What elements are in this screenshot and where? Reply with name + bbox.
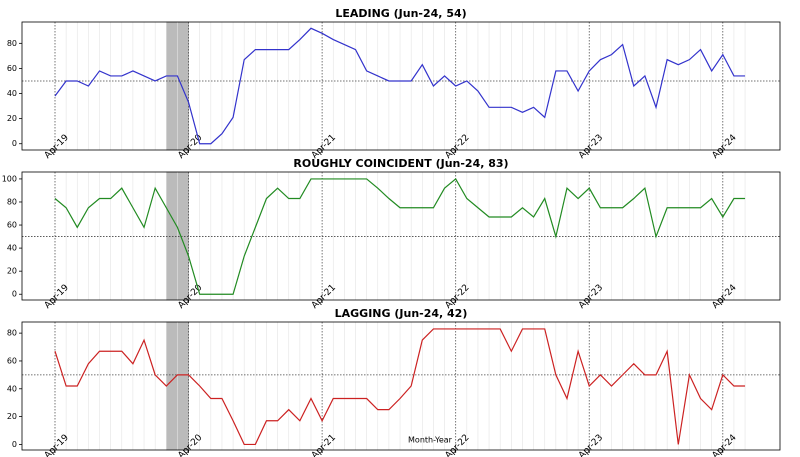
plot-frame [21,21,781,151]
y-tick-label: 60 [7,64,17,73]
x-tick-label: Apr-23 [577,133,605,161]
y-tick-label: 0 [12,139,17,148]
x-tick-label: Apr-23 [577,433,605,457]
plot-frame [21,171,781,301]
x-tick-label: Apr-24 [711,283,739,311]
y-tick-label: 0 [12,290,17,299]
x-tick-label: Apr-24 [711,433,739,457]
y-tick-label: 100 [2,174,17,183]
data-line [54,178,746,295]
y-tick-label: 60 [7,356,17,365]
x-tick-label: Apr-24 [711,133,739,161]
panel-title: ROUGHLY COINCIDENT (Jun-24, 83) [293,157,508,170]
x-tick-label: Apr-19 [43,133,71,161]
x-tick-label: Apr-23 [577,283,605,311]
x-tick-label: Apr-19 [43,433,71,457]
y-tick-label: 80 [7,197,17,206]
data-line [54,328,746,446]
x-tick-label: Apr-19 [43,283,71,311]
y-tick-label: 20 [7,412,17,421]
x-tick-label: Apr-21 [310,433,338,457]
y-tick-label: 80 [7,39,17,48]
y-tick-label: 60 [7,221,17,230]
data-line [54,27,746,145]
panel-title: LEADING (Jun-24, 54) [335,7,466,20]
y-tick-label: 20 [7,114,17,123]
y-tick-label: 80 [7,329,17,338]
y-tick-label: 40 [7,384,17,393]
y-tick-label: 40 [7,89,17,98]
y-tick-label: 40 [7,244,17,253]
y-tick-label: 0 [12,440,17,449]
y-tick-label: 20 [7,267,17,276]
x-axis-label: Month-Year [408,436,453,445]
panel-title: LAGGING (Jun-24, 42) [335,307,468,320]
plot-frame [21,321,781,451]
